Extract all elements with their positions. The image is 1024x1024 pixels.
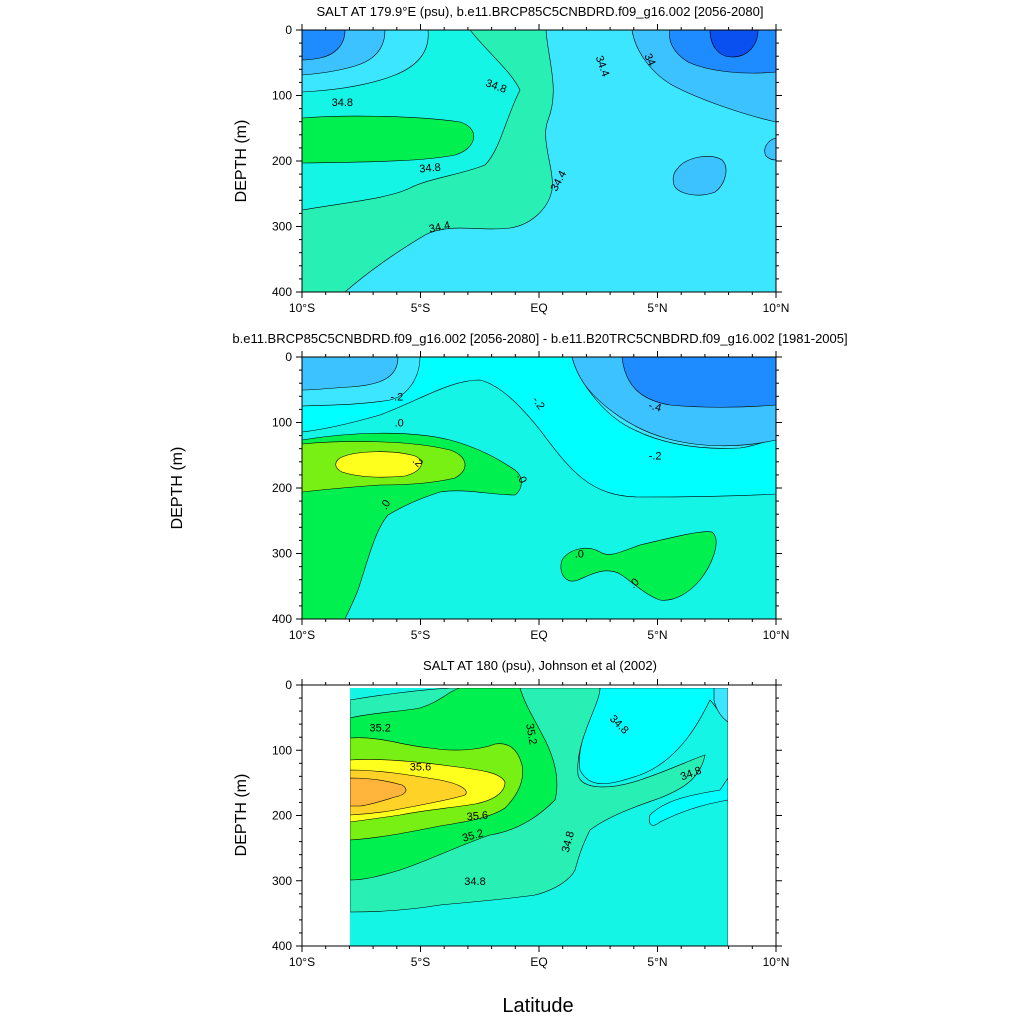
- contour-label: 35.2: [523, 723, 539, 746]
- panel-2-x-ticks: 10°S 5°S EQ 5°N 10°N: [289, 351, 789, 642]
- panel-middle-salinity-difference: b.e11.BRCP85C5CNBDRD.f09_g16.002 [2056-2…: [169, 331, 848, 642]
- y-tick-label: 0: [285, 678, 292, 692]
- x-tick-label: 5°S: [411, 955, 430, 969]
- y-tick-label: 300: [272, 547, 292, 561]
- x-tick-label: 5°S: [411, 628, 430, 642]
- y-tick-label: 300: [272, 220, 292, 234]
- x-tick-label: 10°S: [289, 628, 315, 642]
- band-36.0: [350, 777, 407, 807]
- band-fresh-north-3: [709, 30, 759, 58]
- contour-label: -.2: [390, 391, 403, 403]
- panel-2-contour-labels: -.2 -.2 -.4-.2.0.2.0.0.0.0: [378, 391, 662, 591]
- y-tick-label: 0: [285, 23, 292, 37]
- panel-3-field: [350, 688, 728, 946]
- y-tick-label: 200: [272, 154, 292, 168]
- x-tick-label: EQ: [530, 301, 547, 315]
- band-saltier-3: [335, 451, 422, 478]
- contour-label: -.4: [647, 400, 663, 415]
- x-tick-label: 10°N: [763, 955, 790, 969]
- x-tick-label: 5°N: [647, 301, 667, 315]
- band-fresh-edge: [764, 137, 776, 161]
- panel-top-model-salinity: SALT AT 179.9°E (psu), b.e11.BRCP85C5CNB…: [233, 4, 789, 315]
- x-tick-label: 10°S: [289, 301, 315, 315]
- panel-3-x-ticks: 10°S 5°S EQ 5°N 10°N: [289, 679, 789, 969]
- band-fresher-4: [621, 357, 776, 408]
- x-tick-label: EQ: [530, 955, 547, 969]
- contour-label: 34.8: [419, 162, 441, 176]
- panel-1-y-ticks: 0 100 200 300 400: [272, 23, 782, 299]
- panel-1-field: [302, 30, 776, 292]
- panel-3-contour-labels: 35.2 35.235.635.635.234.834.834.834.8: [369, 713, 703, 888]
- panel-1-x-ticks: 10°S 5°S EQ 5°N 10°N: [289, 24, 789, 315]
- panel-2-y-ticks: 0 100 200 300 400: [272, 350, 782, 626]
- y-tick-label: 100: [272, 89, 292, 103]
- contour-label: 35.2: [461, 827, 485, 844]
- contour-label: 35.6: [466, 810, 488, 824]
- contour-label: 34.8: [560, 830, 577, 854]
- band-fresh-eddy: [672, 156, 727, 196]
- band-saltier-1-north: [560, 531, 717, 601]
- contour-label: .0: [514, 472, 529, 485]
- y-tick-label: 400: [272, 612, 292, 626]
- y-tick-label: 0: [285, 350, 292, 364]
- panel-1-ylabel: DEPTH (m): [233, 120, 250, 203]
- panel-2-field: [302, 357, 776, 619]
- panel-1-title: SALT AT 179.9°E (psu), b.e11.BRCP85C5CNB…: [317, 4, 764, 19]
- contour-label: 35.6: [410, 762, 431, 774]
- panel-3-title: SALT AT 180 (psu), Johnson et al (2002): [423, 658, 657, 673]
- y-tick-label: 200: [272, 481, 292, 495]
- y-tick-label: 400: [272, 285, 292, 299]
- x-tick-label: 5°N: [647, 628, 667, 642]
- contour-label: .0: [395, 418, 404, 430]
- contour-label: 34: [641, 52, 657, 68]
- panel-3-ylabel: DEPTH (m): [233, 774, 250, 857]
- y-tick-label: 100: [272, 416, 292, 430]
- x-axis-title: Latitude: [502, 995, 573, 1017]
- x-tick-label: 10°N: [763, 628, 790, 642]
- x-tick-label: 5°S: [411, 301, 430, 315]
- contour-label: .0: [575, 549, 584, 561]
- y-tick-label: 400: [272, 939, 292, 953]
- contour-label: 34.8: [464, 876, 485, 888]
- y-tick-label: 200: [272, 809, 292, 823]
- panel-2-title: b.e11.BRCP85C5CNBDRD.f09_g16.002 [2056-2…: [232, 331, 847, 346]
- panel-bottom-observed-salinity: SALT AT 180 (psu), Johnson et al (2002) …: [233, 658, 789, 969]
- panel-3-y-ticks: 0 100 200 300 400: [272, 678, 782, 953]
- contour-label: 34.4: [428, 219, 451, 235]
- contour-label: 34.8: [332, 97, 353, 109]
- band-fresher-3: [302, 357, 399, 391]
- y-tick-label: 300: [272, 874, 292, 888]
- x-tick-label: 10°S: [289, 955, 315, 969]
- x-tick-label: 5°N: [647, 955, 667, 969]
- band-max-salinity: [302, 115, 475, 164]
- panel-2-ylabel: DEPTH (m): [169, 447, 186, 530]
- x-tick-label: 10°N: [763, 301, 790, 315]
- contour-label: 35.2: [369, 722, 390, 734]
- x-tick-label: EQ: [530, 628, 547, 642]
- y-tick-label: 100: [272, 743, 292, 757]
- contour-label: -.2: [649, 450, 662, 462]
- band-fresh-edge: [713, 688, 728, 723]
- band-fresh-south-3: [302, 30, 346, 61]
